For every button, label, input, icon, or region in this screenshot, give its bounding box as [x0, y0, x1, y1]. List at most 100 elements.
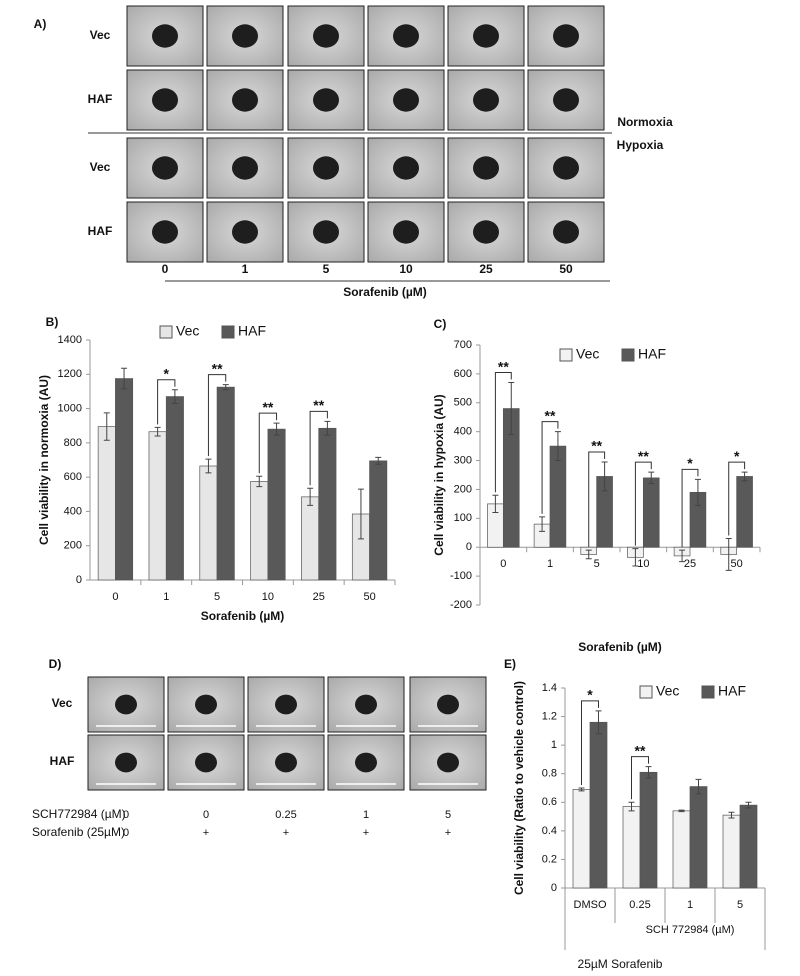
error-bar: [171, 389, 178, 404]
significance-bracket: [541, 421, 559, 514]
spheroid: [232, 88, 258, 112]
bar: [736, 476, 753, 548]
legend-label: Vec: [176, 323, 199, 339]
significance-bracket: [309, 410, 328, 486]
spheroid: [232, 24, 258, 48]
spheroid: [275, 694, 297, 715]
spheroid: [437, 694, 459, 715]
row-label: HAF: [50, 754, 75, 768]
significance-bracket: [494, 372, 512, 493]
y-tick-label: 1.2: [542, 710, 557, 722]
significance-label: **: [545, 407, 556, 423]
spheroid: [152, 220, 178, 244]
row-label: Vec: [90, 28, 111, 42]
significance-bracket: [728, 461, 746, 536]
significance-bracket: [588, 451, 606, 548]
micrograph: [367, 201, 445, 263]
spheroid: [553, 156, 579, 180]
treatment-value: 0: [123, 827, 129, 839]
x-tick-label: 5: [737, 899, 743, 911]
legend-swatch: [701, 685, 715, 699]
y-tick-label: 800: [64, 437, 82, 449]
error-bar: [632, 548, 639, 567]
y-tick-label: 0.2: [542, 853, 557, 865]
significance-label: **: [638, 448, 649, 464]
error-bar: [595, 710, 602, 735]
x-tick-label: 1: [687, 899, 693, 911]
panel-label: E): [504, 657, 516, 671]
legend-swatch: [221, 325, 235, 339]
spheroid: [473, 88, 499, 112]
group-label: SCH 772984 (µM): [646, 924, 735, 936]
y-axis-label: Cell viability (Ratio to vehicle control…: [512, 681, 526, 895]
y-tick-label: 400: [64, 505, 82, 517]
spheroid: [473, 220, 499, 244]
micrograph: [409, 734, 487, 791]
column-label: 1: [242, 262, 249, 276]
bar: [250, 481, 269, 581]
micrograph: [206, 69, 284, 131]
error-bar: [745, 801, 752, 809]
spheroid: [275, 752, 297, 773]
error-bar: [121, 367, 128, 390]
significance-bracket: [207, 374, 227, 457]
error-bar: [694, 478, 701, 506]
y-tick-label: -100: [450, 570, 472, 582]
error-bar: [222, 384, 229, 391]
condition-label: Normoxia: [617, 115, 673, 129]
y-tick-label: 0: [76, 574, 82, 586]
y-axis-label: Cell viability in normoxia (AU): [37, 375, 51, 545]
x-axis-label: Sorafenib (µM): [201, 609, 285, 623]
error-bar: [539, 516, 546, 532]
spheroid: [313, 24, 339, 48]
y-tick-label: 500: [454, 397, 472, 409]
error-bar: [648, 471, 655, 485]
bar: [639, 771, 658, 889]
x-tick-label: 5: [594, 558, 600, 570]
panel-label: D): [49, 657, 62, 671]
row-label: HAF: [88, 224, 113, 238]
panel-label: B): [46, 315, 59, 329]
spheroid: [553, 220, 579, 244]
significance-label: *: [164, 365, 170, 381]
error-bar: [741, 471, 748, 482]
significance-label: **: [313, 397, 324, 413]
spheroid: [393, 88, 419, 112]
bar: [549, 445, 567, 548]
x-tick-label: 1: [547, 558, 553, 570]
bar: [97, 426, 116, 581]
bar: [199, 465, 218, 581]
x-tick-label: 25: [313, 591, 325, 603]
significance-label: **: [498, 358, 509, 374]
spheroid: [313, 88, 339, 112]
error-bar: [103, 412, 110, 441]
spheroid: [232, 220, 258, 244]
bar: [689, 786, 708, 889]
column-label: 0: [162, 262, 169, 276]
legend-label: Vec: [656, 683, 679, 699]
treatment-value: +: [445, 827, 451, 839]
y-tick-label: 0: [466, 541, 472, 553]
spheroid: [115, 752, 137, 773]
treatment-value: 0.25: [275, 809, 296, 821]
footer-label: 25µM Sorafenib: [578, 957, 663, 971]
treatment-value: 5: [445, 809, 451, 821]
y-tick-label: 1000: [58, 402, 82, 414]
spheroid: [553, 88, 579, 112]
treatment-value: 0: [123, 809, 129, 821]
panel-label: A): [34, 17, 47, 31]
treatment-value: 0: [203, 809, 209, 821]
legend-swatch: [639, 685, 653, 699]
treatment-label: SCH772984 (µM): [32, 807, 126, 821]
significance-bracket: [681, 468, 699, 548]
row-label: Vec: [90, 160, 111, 174]
x-axis-label: Sorafenib (µM): [343, 285, 427, 299]
error-bar: [628, 801, 635, 812]
significance-bracket: [634, 461, 652, 546]
legend-swatch: [621, 348, 635, 362]
error-bar: [578, 787, 585, 792]
legend-label: HAF: [638, 346, 666, 362]
error-bar: [601, 461, 608, 492]
y-tick-label: 1400: [58, 334, 82, 346]
spheroid: [473, 24, 499, 48]
